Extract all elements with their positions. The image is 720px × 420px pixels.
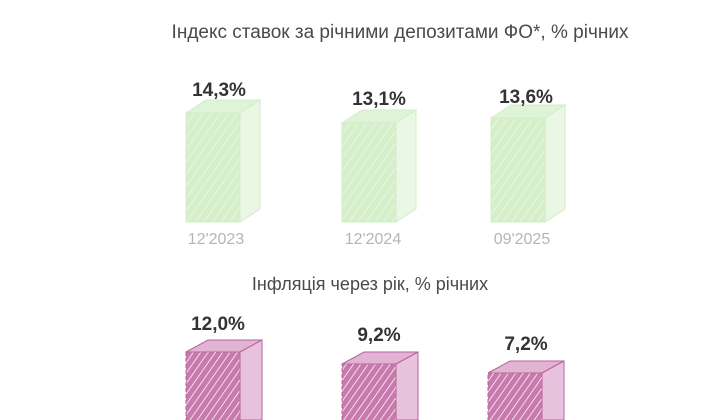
deposit-chart-title: Індекс ставок за річними депозитами ФО*,… <box>171 22 629 43</box>
inflation-bar-1 <box>185 339 263 420</box>
deposit-value-2: 13,1% <box>352 89 406 110</box>
x-label-3: 09'2025 <box>493 231 551 248</box>
inflation-bar-3 <box>487 360 565 420</box>
inflation-value-2: 9,2% <box>357 325 401 346</box>
inflation-chart-title: Інфляція через рік, % річних <box>251 274 489 294</box>
deposit-value-3: 13,6% <box>499 87 553 108</box>
inflation-bar-2 <box>341 351 419 420</box>
deposit-value-1: 14,3% <box>192 80 246 101</box>
deposit-bar-3 <box>489 104 567 223</box>
x-label-2: 12'2024 <box>344 231 402 248</box>
inflation-value-3: 7,2% <box>504 334 548 355</box>
deposit-bar-2 <box>340 109 418 223</box>
inflation-value-1: 12,0% <box>191 314 245 335</box>
x-label-1: 12'2023 <box>187 231 245 248</box>
deposit-bar-1 <box>184 99 262 223</box>
